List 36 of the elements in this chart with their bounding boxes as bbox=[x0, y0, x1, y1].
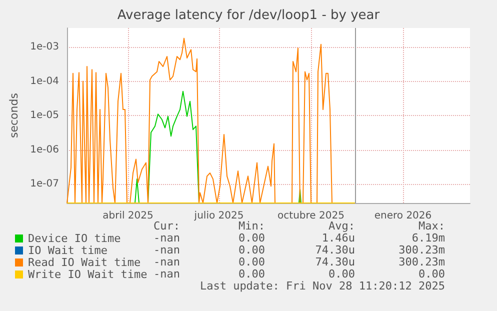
text: 300.23m bbox=[398, 244, 446, 256]
y-tick-label: 1e-03 bbox=[30, 42, 59, 53]
text: 0.00 bbox=[238, 268, 265, 280]
text: -nan bbox=[154, 244, 180, 256]
text: -nan bbox=[154, 268, 180, 280]
x-tick-label: enero 2026 bbox=[374, 210, 432, 222]
legend-label: Read IO Wait time bbox=[28, 256, 141, 269]
y-tick-label: 1e-07 bbox=[30, 178, 59, 190]
text: 300.23m bbox=[398, 256, 446, 268]
text: 0.00 bbox=[238, 256, 265, 268]
text: Last update: Fri Nov 28 11:20:12 2025 bbox=[200, 280, 445, 292]
y-tick-label: 1e-06 bbox=[30, 144, 59, 156]
legend-label: Write IO Wait time bbox=[28, 268, 148, 281]
legend-label: Device IO time bbox=[28, 232, 121, 245]
y-axis-title: seconds bbox=[7, 92, 20, 138]
text: 0.00 bbox=[328, 268, 355, 280]
text: 1.46u bbox=[322, 232, 355, 244]
text: -nan bbox=[154, 232, 180, 244]
text: 0.00 bbox=[418, 268, 445, 280]
y-tick-label: 1e-05 bbox=[30, 110, 59, 122]
legend-label: IO Wait time bbox=[28, 244, 108, 257]
text: 0.00 bbox=[238, 232, 265, 244]
text: Avg: bbox=[328, 220, 355, 232]
x-tick-label: julio 2025 bbox=[193, 210, 244, 222]
text: Max: bbox=[418, 220, 445, 232]
text: 74.30u bbox=[315, 244, 355, 256]
x-tick-label: octubre 2025 bbox=[278, 210, 344, 222]
text: 0.00 bbox=[238, 244, 265, 256]
text: -nan bbox=[154, 256, 180, 268]
y-tick-label: 1e-04 bbox=[30, 76, 59, 87]
x-tick-label: abril 2025 bbox=[102, 210, 154, 222]
text: 6.19m bbox=[412, 232, 446, 244]
chart-title: Average latency for /dev/loop1 - by year bbox=[117, 8, 380, 23]
text: Min: bbox=[238, 220, 265, 232]
text: 74.30u bbox=[315, 256, 355, 268]
text: Cur: bbox=[154, 220, 180, 232]
